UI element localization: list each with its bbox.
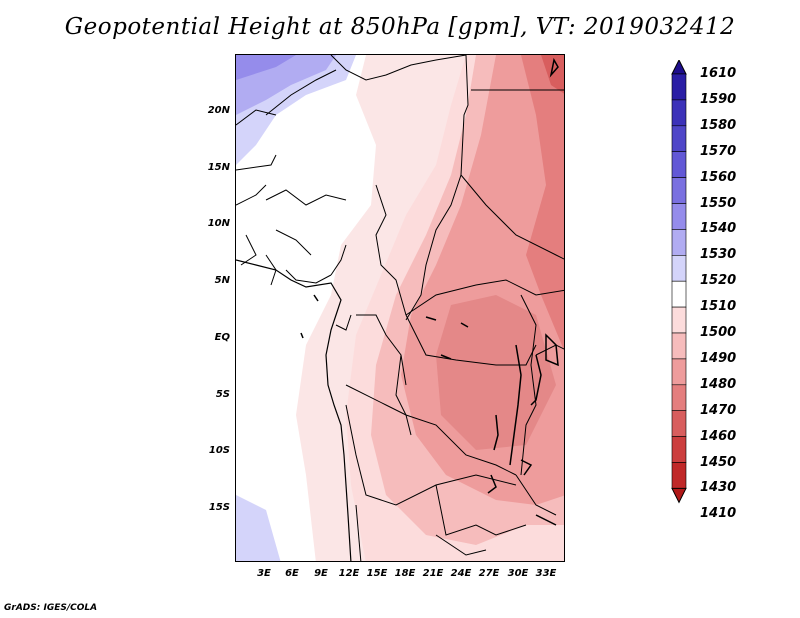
lakes xyxy=(300,57,559,526)
lon-label: 24E xyxy=(450,568,472,579)
field-1520-south xyxy=(236,495,281,561)
colorbar-level-label: 1490 xyxy=(700,350,737,366)
colorbar-level-label: 1510 xyxy=(700,299,737,315)
field-1510 xyxy=(236,55,376,561)
colorbar-level-label: 1460 xyxy=(700,428,737,444)
lat-label: 10N xyxy=(207,218,230,229)
lon-label: 15E xyxy=(366,568,388,579)
colorbar-swatch xyxy=(671,229,687,256)
field-1470-ne xyxy=(521,55,564,351)
colorbar-swatch xyxy=(671,99,687,127)
colorbar-level-label: 1470 xyxy=(700,402,737,418)
lon-label: 21E xyxy=(422,568,444,579)
map-panel[interactable] xyxy=(235,54,565,562)
colorbar-swatch xyxy=(671,410,687,437)
colorbar-level-label: 1550 xyxy=(700,195,737,211)
colorbar-bottom-arrow xyxy=(671,487,687,504)
lon-label: 27E xyxy=(478,568,500,579)
colorbar xyxy=(671,60,687,504)
lat-label: 20N xyxy=(207,105,230,116)
lon-label: 9E xyxy=(314,568,328,579)
footer-credit: GrADS: IGES/COLA xyxy=(4,603,98,613)
lon-label: 3E xyxy=(257,568,271,579)
colorbar-level-label: 1610 xyxy=(700,66,737,81)
colorbar-swatch xyxy=(671,203,687,230)
colorbar-level-label: 1480 xyxy=(700,376,737,392)
lat-label: 15N xyxy=(207,162,230,173)
colorbar-level-label: 1450 xyxy=(700,454,737,470)
colorbar-swatch xyxy=(671,255,687,282)
lat-label: EQ xyxy=(214,332,230,343)
colorbar-level-label: 1560 xyxy=(700,169,737,185)
field-1540-north xyxy=(236,55,296,80)
lat-label: 5S xyxy=(215,389,230,400)
colorbar-swatch xyxy=(671,306,687,334)
colorbar-swatch xyxy=(671,151,687,178)
colorbar-level-label: 1580 xyxy=(700,117,737,133)
lat-label: 15S xyxy=(208,502,230,513)
field-1470-center xyxy=(436,295,556,450)
lat-label: 10S xyxy=(208,445,230,456)
colorbar-swatch xyxy=(671,358,687,386)
colorbar-top-arrow xyxy=(671,60,687,75)
colorbar-level-label: 1410 xyxy=(700,506,737,522)
colorbar-level-label: 1500 xyxy=(700,325,737,340)
lon-label: 18E xyxy=(394,568,416,579)
colorbar-swatch xyxy=(671,384,687,411)
geopotential-field xyxy=(236,55,564,561)
colorbar-swatch xyxy=(671,177,687,204)
lon-label: 6E xyxy=(285,568,299,579)
colorbar-level-label: 1430 xyxy=(700,480,737,496)
colorbar-swatch xyxy=(671,125,687,153)
lon-label: 33E xyxy=(535,568,557,579)
colorbar-level-label: 1590 xyxy=(700,91,737,107)
lon-label: 12E xyxy=(338,568,360,579)
colorbar-swatch xyxy=(671,462,687,489)
colorbar-swatch xyxy=(671,332,687,360)
colorbar-swatch xyxy=(671,73,687,101)
lat-label: 5N xyxy=(214,275,230,286)
colorbar-swatch xyxy=(671,280,687,308)
field-ocean-white xyxy=(236,255,276,535)
colorbar-level-label: 1570 xyxy=(700,143,737,159)
lon-label: 30E xyxy=(507,568,529,579)
colorbar-level-label: 1530 xyxy=(700,247,737,263)
colorbar-level-label: 1540 xyxy=(700,221,737,237)
coastline xyxy=(236,259,352,561)
colorbar-level-label: 1520 xyxy=(700,273,737,289)
chart-title: Geopotential Height at 850hPa [gpm], VT:… xyxy=(64,14,736,40)
colorbar-swatch xyxy=(671,436,687,463)
